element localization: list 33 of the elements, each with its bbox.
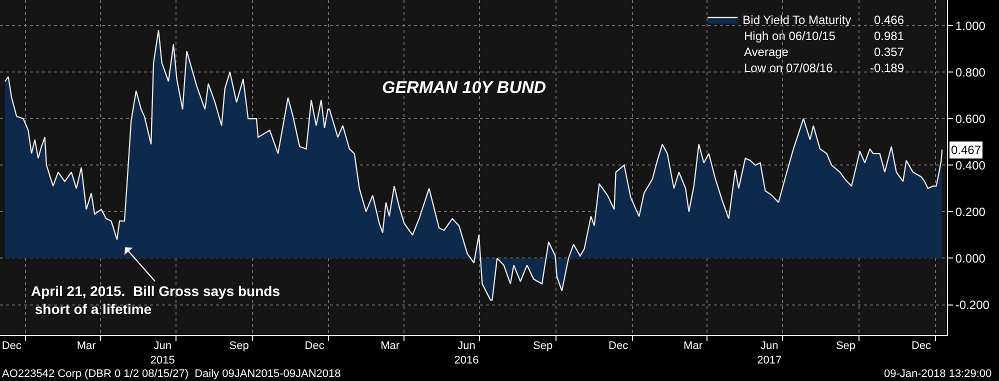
x-tick-label: Jun 2015 [150, 340, 175, 366]
y-tick-label: 0.800 [955, 65, 986, 80]
annotation: -0.189 [870, 61, 904, 75]
x-tick-label: Mar [380, 340, 400, 352]
x-tick-label: Sep [836, 340, 856, 352]
annotation: High on 06/10/15 [744, 29, 836, 43]
annotation: Low on 07/08/16 [744, 61, 834, 75]
text: GERMAN 10Y BUND [382, 78, 546, 98]
legend-label: Bid Yield To Maturity [742, 13, 852, 28]
x-tick-label: Dec [911, 340, 932, 352]
x-tick-label: Mar [76, 340, 96, 352]
text: AO223542 Corp (DBR 0 1/2 08/15/27) Daily 09JAN2015-09JAN2018 [2, 368, 341, 380]
y-tick-label: -0.200 [955, 298, 990, 312]
y-tick-label: 0.000 [955, 251, 986, 266]
data-label: 0.467 [951, 143, 982, 157]
annotation: 0.357 [874, 45, 904, 59]
x-tick-label: Dec [304, 340, 325, 352]
text: 09-Jan-2018 13:29:00 [884, 368, 992, 380]
annotation: 0.466 [874, 13, 904, 27]
y-tick-label: 0.600 [955, 112, 986, 126]
x-tick-label: Jun 2017 [757, 340, 782, 366]
y-tick-label: 0.200 [955, 204, 986, 219]
y-tick-label: 0.400 [955, 158, 986, 172]
annotation: April 21, 2015. Bill Gross says bunds short of a lifetime [31, 283, 280, 318]
x-tick-label: Dec [2, 340, 22, 352]
annotation: Average [744, 45, 789, 59]
x-tick-label: Jun 2016 [454, 340, 479, 366]
x-tick-label: Sep [533, 340, 553, 352]
annotation: 0.981 [874, 29, 904, 43]
x-tick-label: Dec [608, 340, 629, 352]
y-tick-label: 1.000 [955, 18, 986, 33]
x-tick-label: Sep [229, 340, 249, 352]
x-tick-label: Mar [684, 340, 703, 352]
